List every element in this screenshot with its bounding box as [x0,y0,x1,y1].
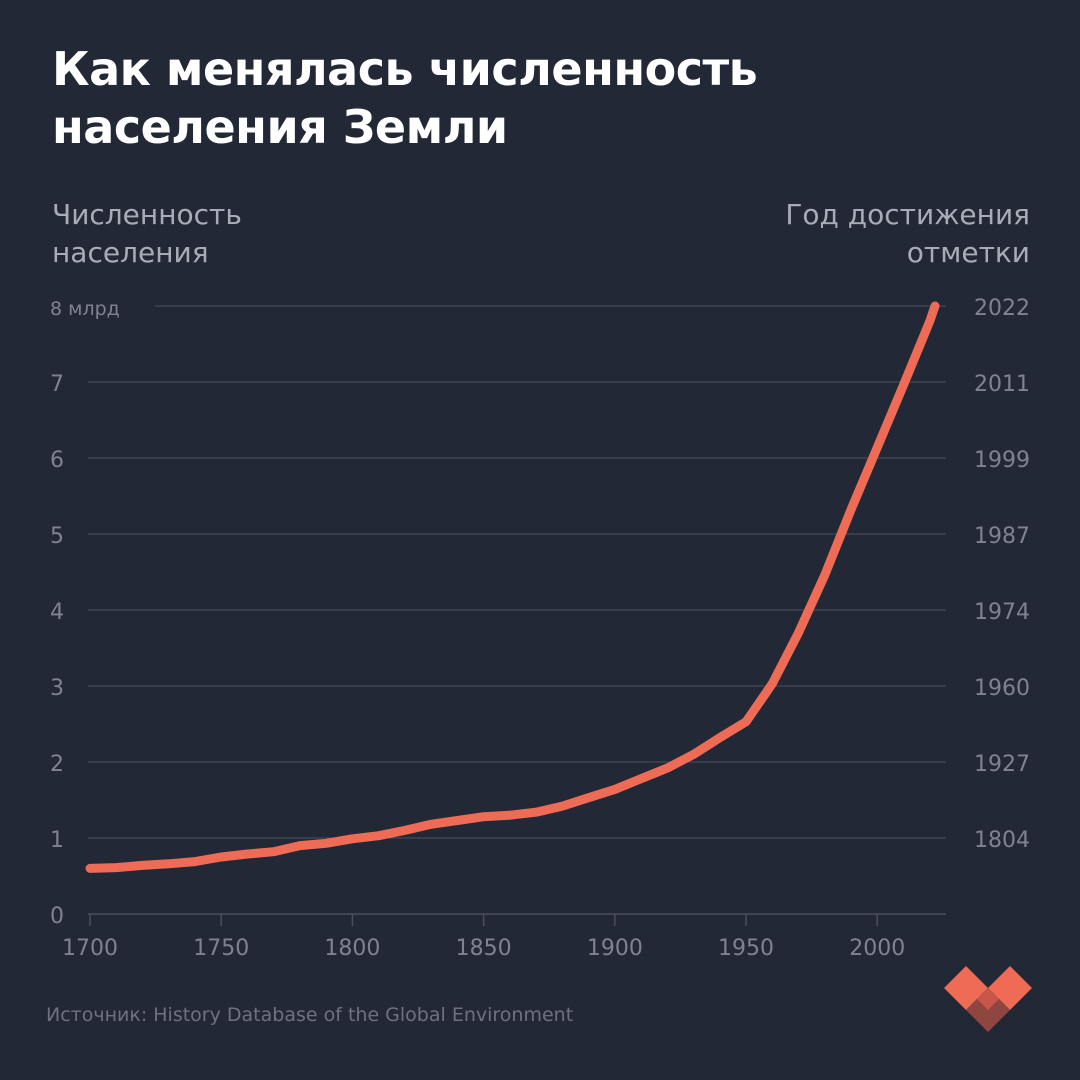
left-axis-title-line1: Численность [52,198,242,231]
source-note: Источник: History Database of the Global… [46,1004,574,1026]
y-tick-label: 7 [50,372,64,397]
y-tick-label: 0 [50,904,64,929]
chart-title-line2: населения Земли [52,100,508,154]
brand-logo-icon [944,966,1032,1032]
y2-tick-label: 1804 [974,828,1030,853]
y-tick-label: 6 [50,448,64,473]
y-tick-label: 3 [50,676,64,701]
x-tick-label: 1850 [456,936,512,961]
y-tick-label: 2 [50,752,64,777]
series-line [85,301,940,873]
y-tick-label: 5 [50,524,64,549]
x-tick-label: 1900 [587,936,643,961]
x-tick-label: 1950 [718,936,774,961]
x-tick-label: 1750 [193,936,249,961]
y2-tick-label: 2022 [974,296,1030,321]
y-tick-label: 4 [50,600,64,625]
chart-title-line1: Как менялась численность [52,42,758,96]
left-axis-title-line2: населения [52,236,209,269]
right-axis-title-line1: Год достижения [785,198,1030,231]
left-axis-title: Численность населения [52,196,242,272]
y2-tick-label: 1927 [974,752,1030,777]
x-tick-label: 1800 [324,936,380,961]
y2-tick-label: 2011 [974,372,1030,397]
chart-title: Как менялась численность населения Земли [52,40,1032,156]
y2-tick-label: 1987 [974,524,1030,549]
x-tick-label: 2000 [849,936,905,961]
y2-tick-label: 1974 [974,600,1030,625]
y2-tick-label: 1999 [974,448,1030,473]
right-axis-title-line2: отметки [906,236,1030,269]
x-tick-label: 1700 [62,936,118,961]
y-tick-label: 8 млрд [50,298,120,320]
right-axis-title: Год достижения отметки [785,196,1030,272]
y-tick-label: 1 [50,828,64,853]
y2-tick-label: 1960 [974,676,1030,701]
